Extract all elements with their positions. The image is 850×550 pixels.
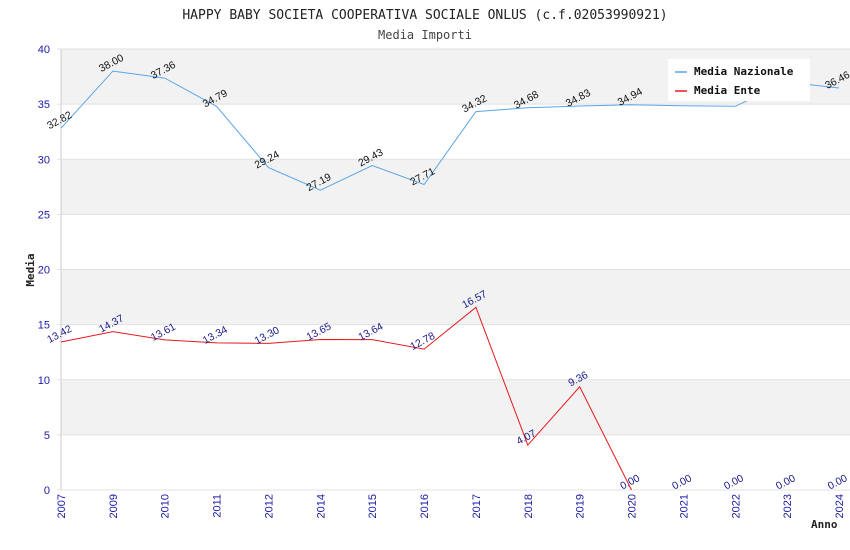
y-tick-label: 15 [38, 320, 50, 332]
data-label: 0.00 [618, 472, 642, 492]
x-axis-ticks: 2007 2009 2010 2011 2012 2014 2015 2016 2017 2018… [56, 494, 846, 518]
data-label: 32.82 [45, 109, 74, 132]
x-axis-label: Anno [811, 518, 838, 531]
x-tick-label: 2012 [263, 494, 275, 518]
data-label: 0.00 [774, 472, 798, 492]
x-tick-label: 2010 [160, 494, 172, 518]
grid-band [61, 269, 850, 325]
y-axis-ticks: 0 5 10 15 20 25 30 35 40 [38, 44, 50, 497]
x-tick-label: 2024 [834, 494, 846, 518]
x-tick-label: 2015 [367, 494, 379, 518]
y-tick-label: 5 [44, 430, 50, 442]
series-line-media-ente [60, 306, 632, 491]
x-tick-label: 2018 [523, 494, 535, 518]
y-tick-label: 0 [44, 485, 50, 497]
y-tick-label: 40 [38, 44, 50, 56]
x-tick-label: 2011 [212, 494, 224, 518]
legend-label-media-nazionale: Media Nazionale [694, 65, 794, 78]
x-tick-label: 2020 [627, 494, 639, 518]
x-tick-label: 2009 [108, 494, 120, 518]
data-label: 0.00 [670, 472, 694, 492]
series-layer [60, 70, 840, 491]
y-tick-label: 10 [38, 375, 50, 387]
grid-band [61, 379, 850, 435]
x-tick-label: 2023 [782, 494, 794, 518]
legend-box [668, 59, 810, 101]
series-line-media-nazionale [60, 70, 840, 191]
y-tick-label: 25 [38, 209, 50, 221]
gridlines [57, 48, 850, 491]
x-tick-label: 2014 [315, 494, 327, 518]
plot-background-bands [61, 49, 850, 435]
grid-band [61, 159, 850, 215]
y-tick-label: 35 [38, 99, 50, 111]
x-tick-label: 2017 [471, 494, 483, 518]
x-tick-label: 2007 [56, 494, 68, 518]
y-tick-label: 20 [38, 265, 50, 277]
x-tick-label: 2022 [730, 494, 742, 518]
y-axis-label: Media [24, 253, 37, 286]
x-tick-label: 2021 [678, 494, 690, 518]
x-tick-label: 2016 [419, 494, 431, 518]
data-label: 0.00 [722, 472, 746, 492]
legend-label-media-ente: Media Ente [694, 84, 761, 97]
y-tick-label: 30 [38, 154, 50, 166]
chart-subtitle: Media Importi [378, 28, 472, 42]
data-label: 0.00 [826, 472, 850, 492]
x-tick-label: 2019 [575, 494, 587, 518]
legend: Media Nazionale Media Ente [668, 59, 810, 101]
chart-title: HAPPY BABY SOCIETA COOPERATIVA SOCIALE O… [182, 8, 667, 23]
data-label: 12.78 [408, 330, 437, 353]
